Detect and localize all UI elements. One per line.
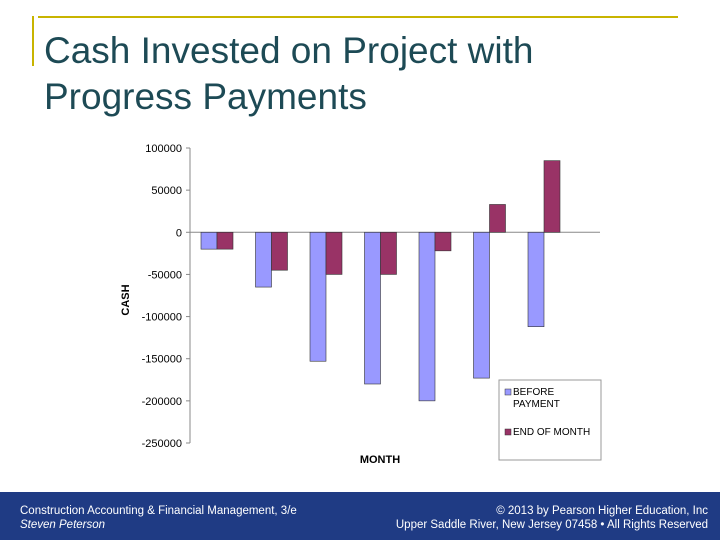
- legend: BEFORE PAYMENT END OF MONTH: [498, 379, 602, 461]
- bar-before-payment: [527, 231, 545, 327]
- bar-before-payment: [309, 231, 327, 362]
- slide-title: Cash Invested on Project with Progress P…: [44, 30, 534, 117]
- bar-before-payment: [473, 231, 490, 379]
- legend-box: [498, 379, 602, 461]
- legend-swatch: [504, 388, 512, 396]
- y-tick-label: -50000: [148, 269, 182, 281]
- bar-end-of-month: [271, 231, 288, 271]
- accent-line-top: [38, 16, 678, 18]
- x-axis-label: MONTH: [360, 454, 400, 466]
- footer-address: Upper Saddle River, New Jersey 07458 • A…: [395, 519, 708, 531]
- footer-bar: Construction Accounting & Financial Mana…: [0, 492, 720, 540]
- bar-end-of-month: [380, 231, 397, 275]
- y-tick-label: 100000: [145, 143, 182, 155]
- bar-end-of-month: [434, 231, 452, 252]
- footer-copyright: © 2013 by Pearson Higher Education, Inc: [496, 505, 708, 517]
- y-tick-label: 50000: [151, 185, 182, 197]
- y-axis: 100000 50000 0 -50000 -100000 -150000 -200000 -…: [142, 143, 191, 450]
- bar-end-of-month: [325, 231, 343, 275]
- legend-label: BEFORE PAYMENT: [513, 387, 560, 410]
- footer-book-title: Construction Accounting & Financial Mana…: [20, 505, 297, 517]
- footer-author: Steven Peterson: [20, 519, 106, 531]
- legend-swatch: [504, 428, 512, 436]
- bar-end-of-month: [216, 231, 234, 250]
- bar-before-payment: [255, 231, 272, 288]
- y-tick-label: -100000: [142, 312, 182, 324]
- bars: [190, 160, 600, 402]
- legend-label: END OF MONTH: [513, 427, 590, 438]
- bar-end-of-month: [489, 204, 506, 233]
- y-tick-label: 0: [176, 227, 182, 239]
- accent-line-left: [32, 16, 34, 66]
- y-tick-label: -250000: [142, 438, 182, 450]
- bar-before-payment: [200, 231, 218, 250]
- footer-left: Construction Accounting & Financial Mana…: [20, 504, 297, 532]
- bar-before-payment: [364, 231, 381, 385]
- y-axis-label: CASH: [120, 284, 132, 315]
- bar-before-payment: [418, 231, 436, 402]
- bar-end-of-month: [543, 160, 561, 233]
- y-tick-label: -200000: [142, 396, 182, 408]
- footer-right: © 2013 by Pearson Higher Education, Inc …: [396, 504, 708, 532]
- bar-chart: 100000 50000 0 -50000 -100000 -150000 -200000 -…: [120, 143, 602, 466]
- y-tick-label: -150000: [142, 354, 182, 366]
